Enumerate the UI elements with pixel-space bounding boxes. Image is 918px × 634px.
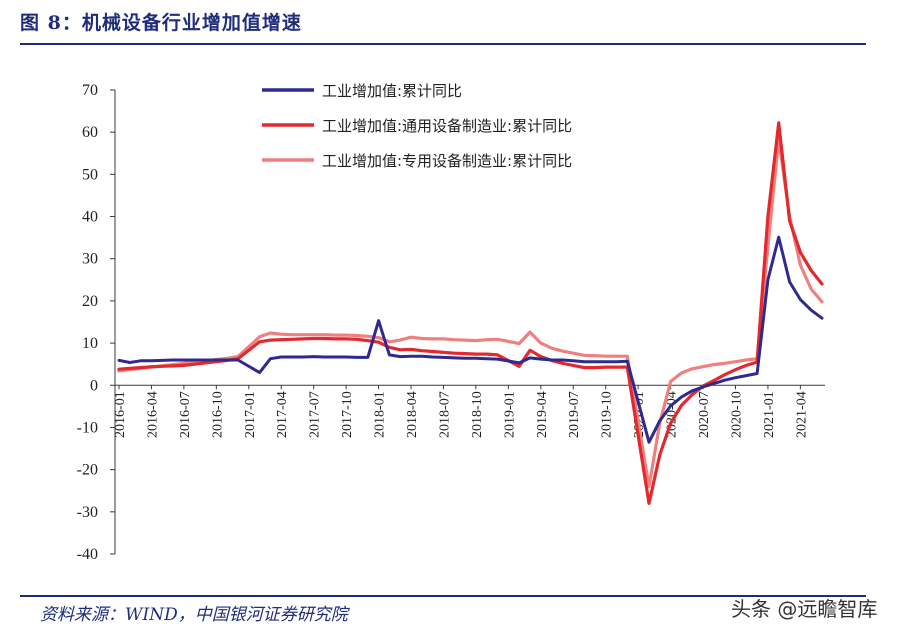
x-tick-label: 2019-01 [502, 391, 517, 438]
legend: 工业增加值:累计同比工业增加值:通用设备制造业:累计同比工业增加值:专用设备制造… [262, 82, 572, 170]
x-tick-label: 2018-07 [437, 391, 452, 438]
y-tick-label: -40 [77, 546, 98, 563]
y-tick-label: -30 [77, 504, 98, 521]
title-rule [20, 43, 866, 45]
legend-label-2: 工业增加值:通用设备制造业:累计同比 [322, 117, 572, 135]
legend-label-3: 工业增加值:专用设备制造业:累计同比 [322, 152, 572, 170]
x-tick-label: 2016-01 [113, 391, 128, 438]
x-axis-ticks: 2016-01 2016-04 2016-07 2016-10 2017-01 2017-… [113, 385, 809, 438]
x-tick-label: 2018-10 [470, 391, 485, 438]
series-line-2 [117, 121, 824, 505]
x-tick-label: 2016-04 [145, 391, 160, 438]
y-tick-label: 30 [82, 251, 98, 268]
x-tick-label: 2020-10 [729, 391, 744, 438]
y-tick-label: 0 [90, 377, 98, 394]
series-line-1 [117, 235, 824, 444]
x-tick-label: 2017-07 [308, 391, 323, 438]
x-tick-label: 2017-01 [243, 391, 258, 438]
x-tick-label: 2016-10 [210, 391, 225, 438]
y-tick-label: 20 [82, 293, 98, 310]
x-tick-label: 2017-10 [340, 391, 355, 438]
y-tick-label: 60 [82, 124, 98, 141]
series-line-3 [117, 137, 824, 489]
watermark: 头条 @远瞻智库 [731, 597, 878, 621]
y-tick-label: 70 [82, 82, 98, 99]
x-tick-label: 2017-04 [275, 391, 290, 438]
x-tick-label: 2021-01 [762, 391, 777, 438]
source-note: 资料来源：WIND，中国银河证券研究院 [40, 605, 348, 625]
y-axis-ticks: 70 60 50 40 30 20 10 0 -10 -20 -30 -40 [77, 82, 115, 563]
x-tick-label: 2020-07 [697, 391, 712, 438]
x-tick-label: 2019-10 [600, 391, 615, 438]
legend-label-1: 工业增加值:累计同比 [322, 82, 462, 100]
x-tick-label: 2016-07 [178, 391, 193, 438]
y-tick-label: -20 [77, 462, 98, 479]
x-tick-label: 2018-04 [405, 391, 420, 438]
source-rule [20, 595, 866, 597]
figure-title: 图 8：机械设备行业增加值增速 [20, 12, 302, 34]
x-tick-label: 2019-07 [567, 391, 582, 438]
x-tick-label: 2021-04 [794, 391, 809, 438]
y-tick-label: 50 [82, 166, 98, 183]
y-tick-label: 10 [82, 335, 98, 352]
x-tick-label: 2018-01 [373, 391, 388, 438]
y-tick-label: 40 [82, 209, 98, 226]
x-tick-label: 2019-04 [535, 391, 550, 438]
y-tick-label: -10 [77, 419, 98, 436]
series-lines [117, 121, 824, 505]
